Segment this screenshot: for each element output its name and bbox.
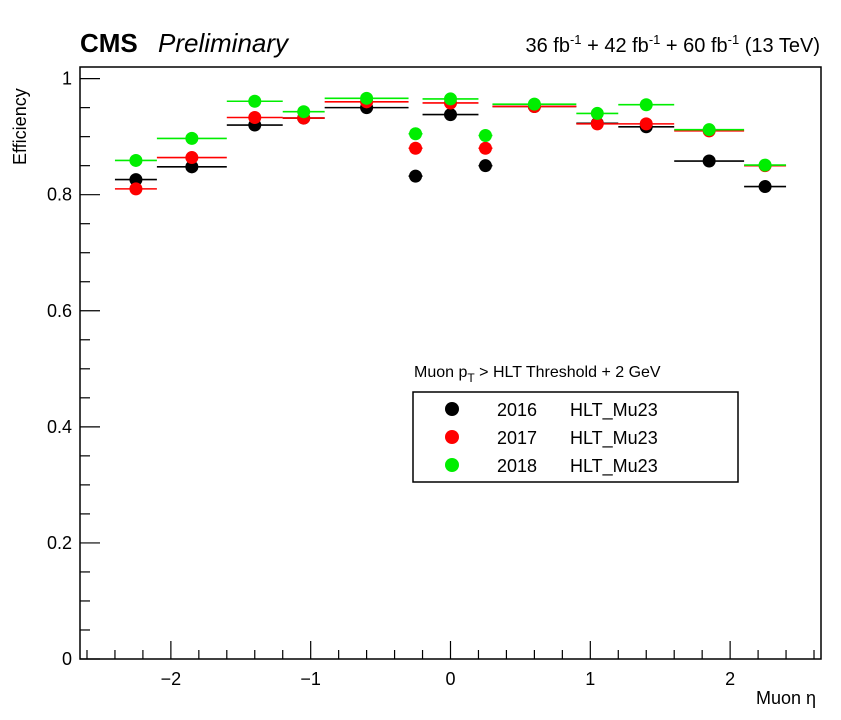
x-tick-label: −2	[161, 669, 182, 689]
y-tick-label: 0.6	[47, 301, 72, 321]
legend-trigger: HLT_Mu23	[570, 400, 658, 421]
data-point	[478, 141, 492, 155]
x-tick-label: 0	[445, 669, 455, 689]
status-label: Preliminary	[158, 28, 290, 58]
data-point	[590, 117, 604, 131]
data-point	[758, 158, 772, 172]
y-tick-label: 0.2	[47, 533, 72, 553]
legend-trigger: HLT_Mu23	[570, 456, 658, 477]
y-axis: 0 0.2 0.4 0.6 0.8 1	[47, 69, 100, 669]
legend-year: 2017	[497, 428, 537, 448]
data-point	[639, 98, 653, 112]
x-tick-label: 1	[585, 669, 595, 689]
legend-title: Muon pT > HLT Threshold + 2 GeV	[414, 364, 661, 385]
data-point	[185, 131, 199, 145]
data-point	[129, 153, 143, 167]
data-point	[248, 94, 262, 108]
series-layer	[114, 91, 787, 196]
data-point	[478, 128, 492, 142]
data-point	[185, 160, 199, 174]
data-point	[702, 123, 716, 137]
legend-marker	[445, 458, 459, 472]
x-axis: −2 −1 0 1 2	[86, 641, 815, 689]
y-axis-title: Efficiency	[10, 88, 30, 165]
data-point	[758, 180, 772, 194]
legend-box	[412, 391, 739, 483]
data-point	[409, 127, 423, 141]
y-tick-label: 0	[62, 649, 72, 669]
data-point	[248, 110, 262, 124]
x-tick-label: 2	[725, 669, 735, 689]
y-tick-label: 0.8	[47, 185, 72, 205]
data-point	[360, 91, 374, 105]
experiment-label: CMS	[80, 28, 138, 58]
legend-year: 2018	[497, 456, 537, 476]
y-tick-label: 1	[62, 69, 72, 89]
legend-year: 2016	[497, 400, 537, 420]
x-tick-label: −1	[300, 669, 321, 689]
data-point	[409, 169, 423, 183]
legend-trigger: HLT_Mu23	[570, 428, 658, 449]
data-point	[185, 151, 199, 165]
data-point	[297, 105, 311, 119]
data-point	[590, 106, 604, 120]
series-3	[114, 91, 787, 172]
x-axis-title: Muon η	[756, 688, 816, 708]
series-1	[114, 99, 787, 194]
data-point	[129, 182, 143, 196]
legend-marker	[445, 430, 459, 444]
data-point	[527, 97, 541, 111]
data-point	[478, 159, 492, 173]
data-point	[444, 92, 457, 106]
y-tick-label: 0.4	[47, 417, 72, 437]
data-point	[444, 108, 457, 122]
legend-marker	[445, 402, 459, 416]
legend: 2016 HLT_Mu23 2017 HLT_Mu23 2018 HLT_Mu23	[445, 400, 658, 477]
data-point	[702, 154, 716, 168]
luminosity-label: 36 fb-1 + 42 fb-1 + 60 fb-1 (13 TeV)	[525, 32, 820, 57]
data-point	[129, 173, 143, 187]
data-point	[409, 141, 423, 155]
data-point	[639, 117, 653, 131]
